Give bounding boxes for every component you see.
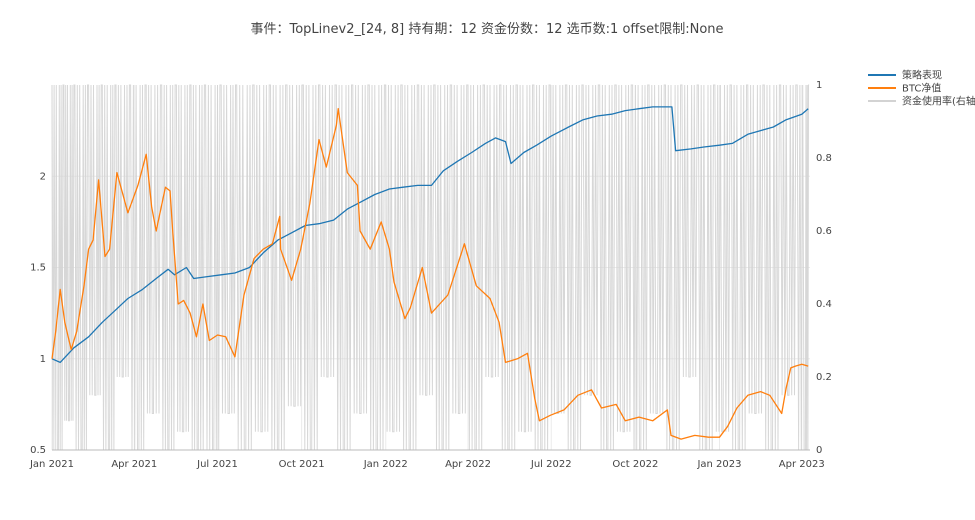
x-tick-label: Oct 2022 (612, 459, 658, 470)
y-right-tick-label: 1 (816, 80, 822, 91)
series-line-strategy (51, 106, 809, 364)
series-lines (51, 106, 809, 440)
series-line-utilization (51, 84, 810, 451)
y-right-tick-label: 0 (816, 445, 822, 456)
y-right-tick-label: 0.4 (816, 299, 832, 310)
legend-label: 资金使用率(右轴) (902, 95, 975, 108)
x-tick-label: Oct 2021 (279, 459, 325, 470)
chart-title: 事件：TopLinev2_[24, 8] 持有期：12 资金份数：12 选币数:… (250, 21, 723, 37)
x-tick-label: Jan 2023 (696, 459, 741, 470)
y-left-tick-label: 0.5 (30, 445, 46, 456)
y-left-tick-label: 1.5 (30, 263, 46, 274)
y-right-tick-label: 0.8 (816, 153, 832, 164)
legend-label: BTC净值 (902, 82, 941, 95)
x-tick-label: Apr 2023 (779, 459, 825, 470)
x-tick-label: Jul 2022 (530, 459, 572, 470)
x-tick-label: Jan 2021 (29, 459, 74, 470)
legend-label: 策略表现 (902, 69, 942, 82)
x-tick-label: Jan 2022 (363, 459, 408, 470)
y-right-tick-label: 0.6 (816, 226, 832, 237)
x-tick-label: Apr 2022 (445, 459, 491, 470)
x-tick-label: Apr 2021 (111, 459, 157, 470)
axes: 0.5 1 1.5 2 0 0.2 0.4 0.6 0.8 1 Jan 2021 Apr 2021 Ju… (29, 80, 832, 470)
y-right-tick-label: 0.2 (816, 372, 832, 383)
y-left-tick-label: 2 (40, 171, 46, 182)
x-tick-label: Jul 2021 (196, 459, 238, 470)
series-line-btc (51, 108, 809, 440)
y-left-tick-label: 1 (40, 354, 46, 365)
utilization-area (51, 84, 810, 451)
